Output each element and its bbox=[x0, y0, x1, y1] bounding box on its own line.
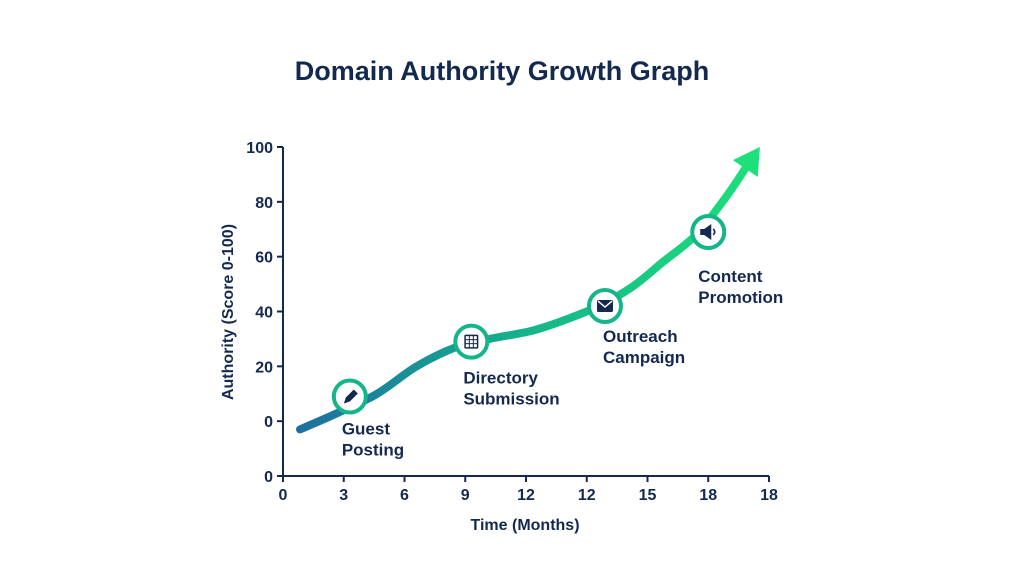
milestone-label: Directory bbox=[463, 369, 538, 388]
y-tick-label: 40 bbox=[255, 305, 273, 322]
envelope-flap bbox=[597, 300, 613, 309]
milestone: Content Promotion bbox=[690, 213, 783, 307]
y-tick-label: 60 bbox=[255, 250, 273, 267]
grid-cell bbox=[469, 344, 473, 348]
x-tick-label: 18 bbox=[760, 487, 778, 504]
milestone: Guest Posting bbox=[331, 378, 404, 459]
milestone: Directory Submission bbox=[453, 323, 560, 409]
x-tick-label: 9 bbox=[461, 487, 470, 504]
pencil-shape bbox=[343, 389, 358, 404]
y-tick-label: 20 bbox=[255, 359, 273, 376]
x-tick-label: 15 bbox=[639, 487, 657, 504]
milestone-label: Submission bbox=[463, 390, 559, 409]
milestone-label: Posting bbox=[342, 440, 404, 459]
grid-cell bbox=[465, 344, 469, 348]
arrow-head bbox=[732, 147, 760, 177]
grid-cell bbox=[465, 340, 469, 344]
grid-cell bbox=[469, 340, 473, 344]
grid-icon bbox=[464, 334, 479, 349]
x-tick-label: 12 bbox=[578, 487, 596, 504]
chart-title: Domain Authority Growth Graph bbox=[295, 56, 710, 86]
x-tick-label: 0 bbox=[279, 487, 288, 504]
milestone-label: Campaign bbox=[603, 348, 685, 367]
grid-cell bbox=[473, 340, 477, 344]
grid-cell bbox=[473, 344, 477, 348]
megaphone-icon bbox=[700, 223, 716, 240]
milestone: Outreach Campaign bbox=[586, 288, 685, 367]
milestone-label: Guest bbox=[342, 419, 391, 438]
grid-cell bbox=[465, 336, 469, 340]
x-tick-label: 6 bbox=[400, 487, 409, 504]
milestones-layer: Guest Posting Directory Submission Outreach C… bbox=[331, 213, 783, 459]
y-axis-label: Authority (Score 0-100) bbox=[220, 224, 237, 400]
envelope-icon bbox=[596, 300, 613, 313]
milestone-label: Content bbox=[698, 267, 763, 286]
grid-cell bbox=[473, 336, 477, 340]
y-tick-label: 0 bbox=[264, 469, 273, 486]
milestone-label: Promotion bbox=[698, 288, 783, 307]
x-tick-label: 3 bbox=[339, 487, 348, 504]
y-tick-label: 0 bbox=[264, 414, 273, 431]
y-tick-label: 80 bbox=[255, 195, 273, 212]
grid-cell bbox=[469, 336, 473, 340]
milestone-label: Outreach bbox=[603, 327, 678, 346]
x-tick-label: 12 bbox=[517, 487, 535, 504]
megaphone-body bbox=[700, 223, 712, 240]
y-tick-label: 100 bbox=[246, 140, 273, 157]
pencil-icon bbox=[343, 389, 358, 404]
x-axis-label: Time (Months) bbox=[470, 517, 579, 534]
megaphone-wave bbox=[712, 228, 716, 236]
x-tick-label: 18 bbox=[699, 487, 717, 504]
